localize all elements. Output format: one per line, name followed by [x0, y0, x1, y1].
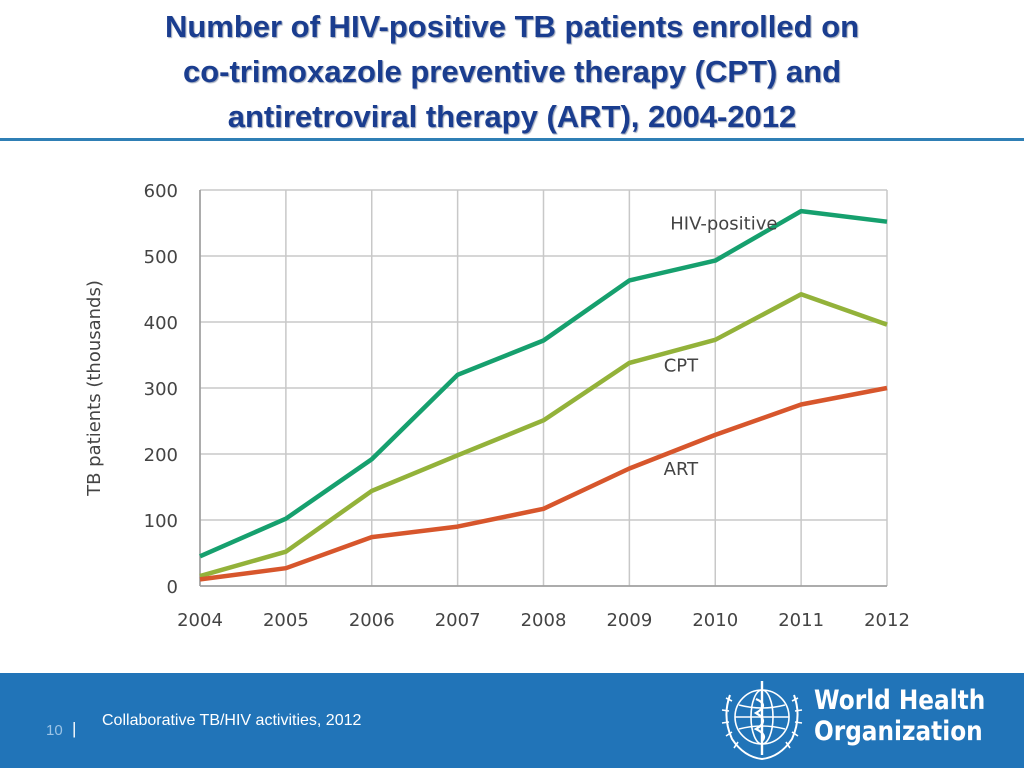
- y-tick-label: 100: [144, 511, 178, 532]
- x-tick-label: 2006: [349, 610, 395, 631]
- page-separator: |: [72, 719, 77, 738]
- y-tick-label: 300: [144, 379, 178, 400]
- slide-title-line-2: co-trimoxazole preventive therapy (CPT) …: [182, 54, 842, 89]
- x-tick-label: 2009: [606, 610, 652, 631]
- series-line-art: [199, 385, 888, 582]
- footer-bar: [0, 673, 1024, 768]
- series-annotation: ART: [664, 459, 700, 480]
- who-wordmark: World Health Organization: [814, 685, 985, 747]
- slide-title-line-3: antiretroviral therapy (ART), 2004-2012: [227, 99, 797, 134]
- y-axis-label: TB patients (thousands): [84, 280, 105, 497]
- x-tick-label: 2011: [778, 610, 824, 631]
- title-divider: [0, 138, 1024, 141]
- x-tick-label: 2010: [692, 610, 738, 631]
- page-number: 10: [46, 722, 63, 739]
- y-tick-label: 400: [144, 313, 178, 334]
- x-tick-label: 2007: [435, 610, 481, 631]
- org-name-line-1: World Health: [814, 685, 986, 716]
- y-tick-label: 600: [144, 181, 178, 202]
- footer-caption: Collaborative TB/HIV activities, 2012: [102, 712, 362, 729]
- y-tick-label: 200: [144, 445, 178, 466]
- series-annotation: HIV-positive: [670, 214, 777, 235]
- org-name-line-2: Organization: [814, 716, 983, 747]
- x-tick-label: 2012: [864, 610, 910, 631]
- x-tick-label: 2005: [263, 610, 309, 631]
- line-chart: 0 100 200 300 400 500 600 2004 2005 2006 2007 2008 2…: [84, 181, 910, 631]
- slide-title-line-1: Number of HIV-positive TB patients enrol…: [164, 9, 860, 44]
- series-line-hiv-positive: [199, 208, 888, 559]
- x-tick-label: 2004: [177, 610, 223, 631]
- series-line-cpt: [199, 292, 888, 579]
- y-tick-label: 500: [144, 247, 178, 268]
- who-emblem-icon: [721, 681, 803, 761]
- slide-title: Number of HIV-positive TB patients enrol…: [20, 4, 1004, 139]
- x-tick-label: 2008: [521, 610, 567, 631]
- series-annotation: CPT: [664, 356, 699, 377]
- y-tick-label: 0: [167, 577, 178, 598]
